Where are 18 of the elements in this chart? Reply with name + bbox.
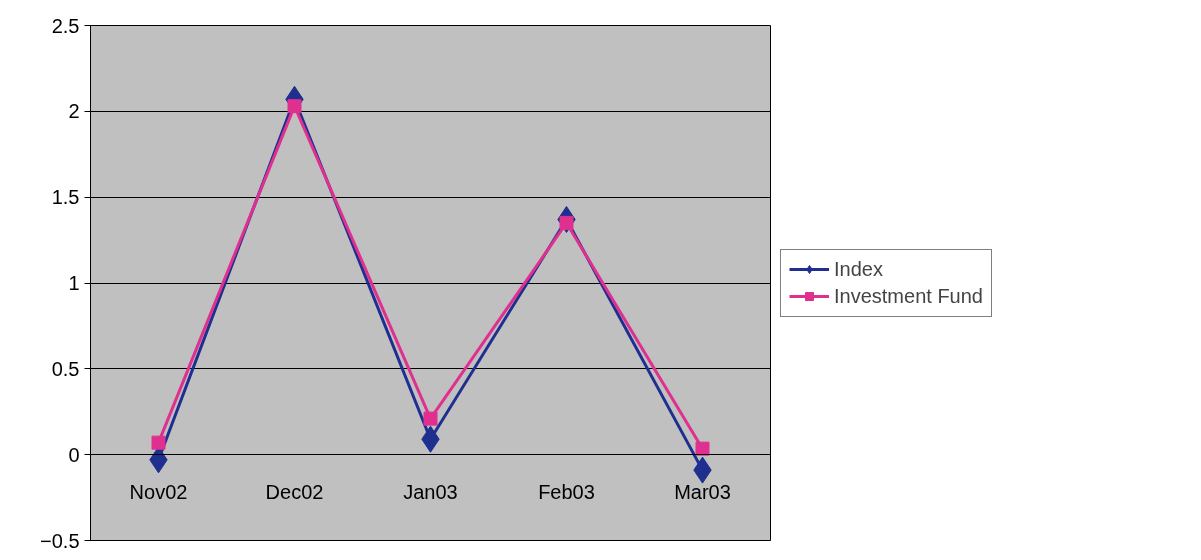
y-tick-label: 2.5 bbox=[51, 14, 80, 37]
x-tick-label: Jan03 bbox=[403, 480, 458, 503]
y-tick-label: 0 bbox=[68, 443, 80, 466]
y-tick-label: 2 bbox=[68, 100, 80, 123]
y-tick-label: 1 bbox=[68, 272, 80, 294]
y-tick-label: 0.5 bbox=[51, 357, 80, 380]
point bbox=[695, 441, 710, 456]
x-tick-label: Nov02 bbox=[129, 480, 188, 503]
legend-label: Index bbox=[834, 257, 883, 281]
legend-label: Investment Fund bbox=[834, 284, 983, 308]
x-tick-label: Dec02 bbox=[265, 480, 324, 503]
x-tick-label: Feb03 bbox=[538, 480, 595, 503]
point bbox=[151, 435, 166, 450]
point bbox=[287, 99, 302, 114]
y-tick-label: −0.5 bbox=[40, 529, 80, 552]
x-tick-label: Mar03 bbox=[674, 480, 731, 503]
y-tick-label: 1.5 bbox=[51, 186, 80, 209]
point bbox=[423, 411, 438, 426]
